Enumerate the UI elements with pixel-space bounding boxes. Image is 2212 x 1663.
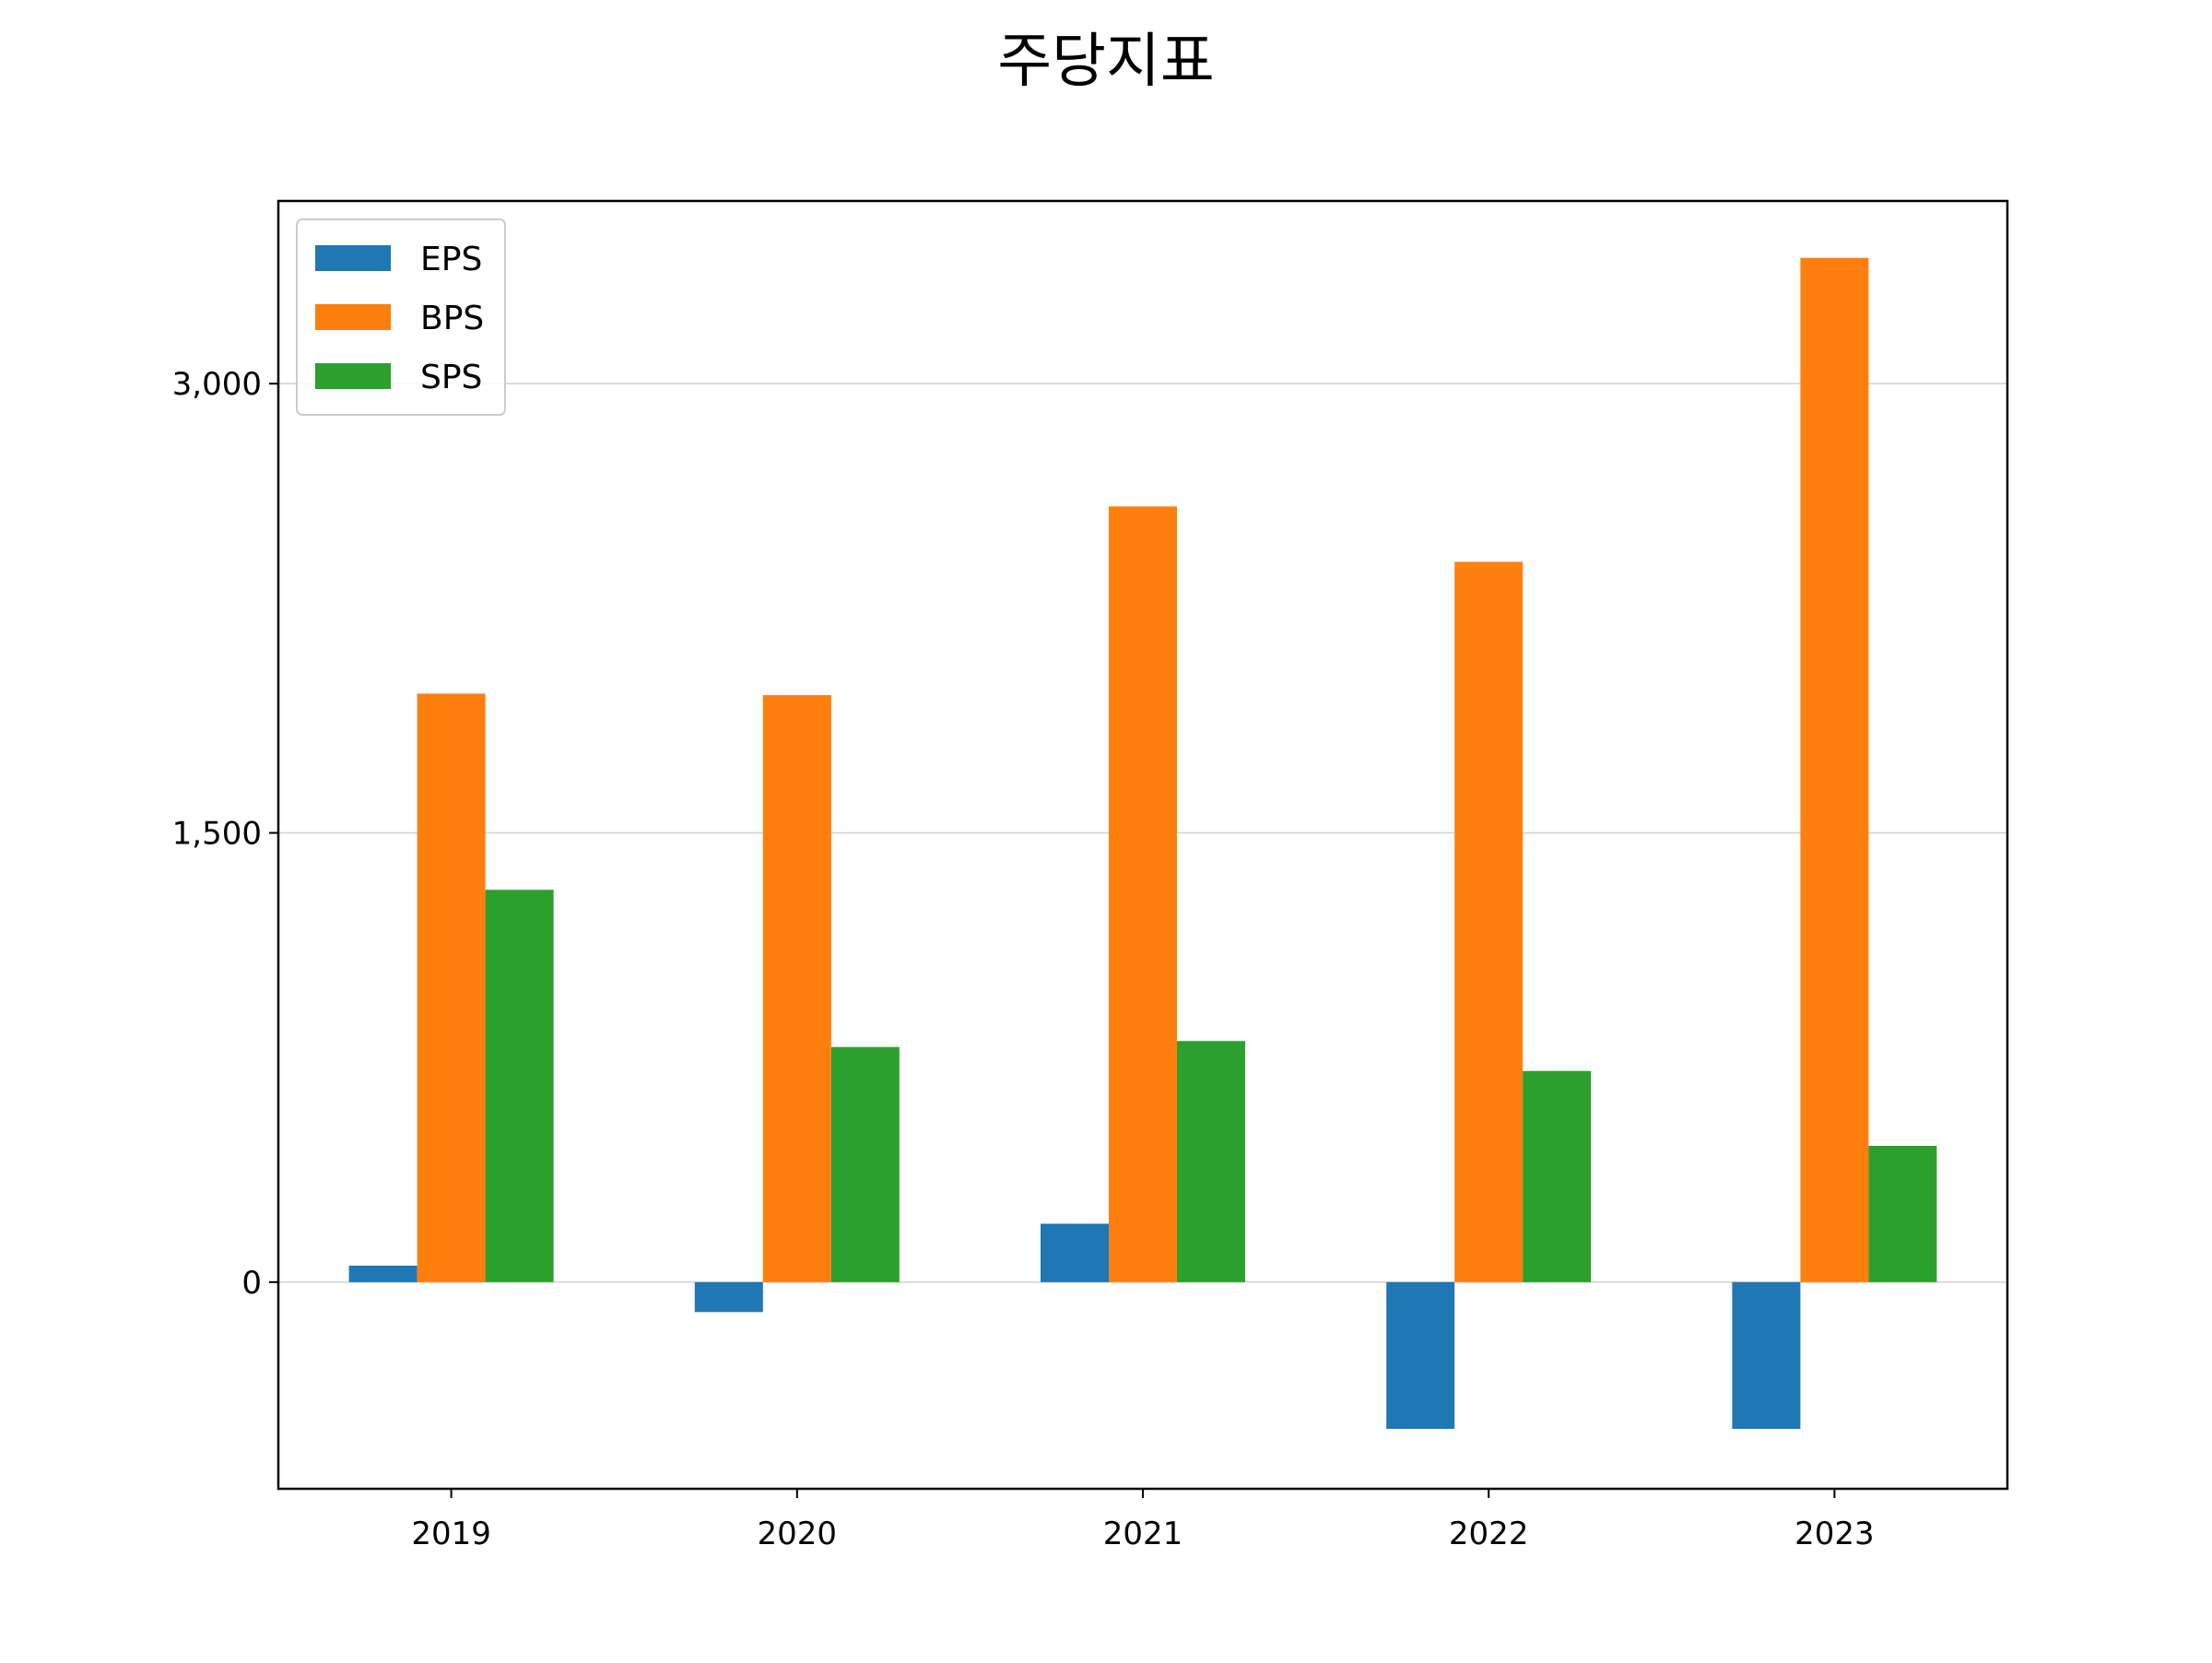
bar-sps-2020: [830, 1046, 900, 1282]
bar-sps-2019: [485, 890, 554, 1282]
legend: EPS BPS SPS: [296, 218, 506, 416]
x-tick-label: 2021: [1103, 1516, 1183, 1552]
bar-sps-2021: [1177, 1041, 1245, 1282]
x-tick-label: 2019: [411, 1516, 491, 1552]
legend-swatch-eps: [315, 245, 391, 271]
bar-eps-2019: [348, 1265, 418, 1282]
bar-sps-2022: [1523, 1070, 1592, 1282]
bar-bps-2021: [1109, 506, 1177, 1282]
x-tick-label: 2023: [1794, 1516, 1875, 1552]
bar-eps-2023: [1732, 1281, 1801, 1430]
legend-swatch-bps: [315, 304, 391, 330]
y-tick-label: 3,000: [172, 366, 262, 403]
y-tick-label: 0: [241, 1265, 262, 1302]
bar-bps-2019: [417, 693, 486, 1282]
y-tick-label: 1,500: [172, 816, 262, 853]
chart-title: 주당지표: [997, 28, 1215, 96]
legend-label-bps: BPS: [420, 300, 484, 337]
bar-bps-2022: [1454, 561, 1524, 1282]
legend-label-sps: SPS: [420, 359, 482, 396]
bar-eps-2020: [694, 1281, 763, 1313]
bar-bps-2023: [1800, 257, 1869, 1282]
x-tick-label: 2022: [1449, 1516, 1529, 1552]
bar-eps-2022: [1386, 1281, 1455, 1430]
axes: 0 1,500 3,000 2019 2020 2021 2022 2023: [172, 199, 2009, 1552]
legend-swatch-sps: [315, 363, 391, 389]
bar-bps-2020: [762, 695, 831, 1282]
legend-label-eps: EPS: [420, 241, 482, 278]
x-tick-label: 2020: [758, 1516, 838, 1552]
bar-sps-2023: [1868, 1146, 1937, 1282]
bar-eps-2021: [1041, 1223, 1109, 1282]
bars: [348, 257, 1937, 1430]
